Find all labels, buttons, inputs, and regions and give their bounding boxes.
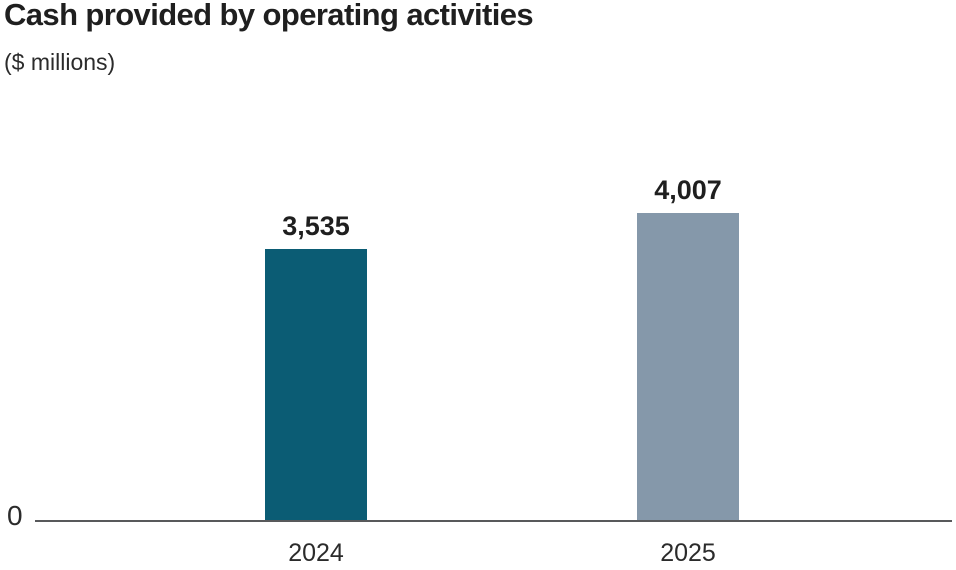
bar-group-2024: 3,535 <box>265 213 367 521</box>
bar-value-label-2024: 3,535 <box>282 211 350 241</box>
x-axis-tick-label-2024: 2024 <box>288 539 344 567</box>
chart-title: Cash provided by operating activities <box>4 0 534 32</box>
bar-group-2025: 4,007 <box>637 177 739 521</box>
bar-value-label-2025: 4,007 <box>654 175 722 205</box>
chart-subtitle: ($ millions) <box>4 49 116 75</box>
x-axis-line <box>35 520 952 522</box>
x-axis-tick-label-2025: 2025 <box>660 539 716 567</box>
y-axis-zero-tick-label: 0 <box>7 500 23 531</box>
bar-2025 <box>637 213 739 521</box>
bar-2024 <box>265 249 367 521</box>
